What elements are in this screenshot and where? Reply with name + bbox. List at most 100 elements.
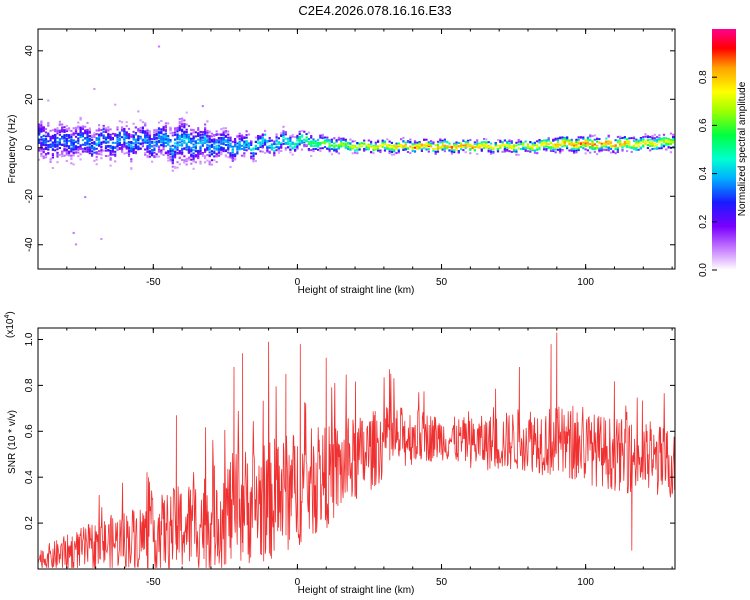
heatmap-cell xyxy=(575,138,578,141)
heatmap-cell xyxy=(70,144,73,147)
heatmap-cell xyxy=(176,148,179,151)
heatmap-cell xyxy=(74,148,78,151)
heatmap-cell xyxy=(72,148,75,151)
heatmap-cell xyxy=(427,142,430,145)
heatmap-cell xyxy=(204,141,207,144)
heatmap-cell xyxy=(446,145,449,148)
heatmap-cell xyxy=(353,151,357,154)
heatmap-cell xyxy=(100,149,103,152)
heatmap-cell xyxy=(139,147,142,150)
heatmap-cell xyxy=(517,153,520,156)
heatmap-cell xyxy=(151,152,154,155)
heatmap-cell xyxy=(277,146,280,149)
heatmap-cell xyxy=(321,133,324,136)
heatmap-cell xyxy=(153,138,156,141)
heatmap-cell xyxy=(614,152,617,155)
heatmap-cell xyxy=(192,152,195,155)
heatmap-cell xyxy=(123,145,126,148)
heatmap-cell xyxy=(330,148,333,150)
heatmap-cell xyxy=(162,138,165,141)
heatmap-cell xyxy=(86,146,89,149)
heatmap-cell xyxy=(229,142,232,145)
heatmap-cell xyxy=(598,138,601,141)
heatmap-cell xyxy=(573,151,576,154)
heatmap-cell xyxy=(132,138,135,141)
heatmap-cell xyxy=(289,137,292,140)
heatmap-cell xyxy=(547,139,550,142)
heatmap-cell xyxy=(70,139,73,142)
heatmap-cell xyxy=(178,138,181,141)
heatmap-cell xyxy=(68,129,71,132)
heatmap-cell xyxy=(563,141,566,144)
heatmap-cell xyxy=(183,155,186,158)
heatmap-cell xyxy=(651,138,654,141)
heatmap-cell xyxy=(61,152,64,155)
heatmap-cell xyxy=(153,151,156,154)
heatmap-cell xyxy=(157,131,161,134)
heatmap-cell xyxy=(127,149,131,152)
heatmap-cell xyxy=(171,155,174,158)
heatmap-cell xyxy=(462,149,465,152)
heatmap-cell xyxy=(231,157,234,160)
heatmap-cell xyxy=(303,138,306,141)
heatmap-cell xyxy=(229,139,232,142)
heatmap-cell xyxy=(499,144,502,147)
heatmap-cell xyxy=(178,151,181,154)
heatmap-cell xyxy=(390,149,393,152)
heatmap-cell xyxy=(160,128,163,131)
heatmap-cell xyxy=(543,148,546,151)
heatmap-cell xyxy=(586,149,589,152)
heatmap-cell xyxy=(190,162,193,165)
heatmap-cell xyxy=(65,140,68,142)
colorbar-tick-label: 0.4 xyxy=(698,166,709,180)
heatmap-cell xyxy=(254,146,257,149)
heatmap-cell xyxy=(123,152,126,155)
heatmap-cell xyxy=(506,140,509,143)
heatmap-cell xyxy=(420,144,423,147)
heatmap-cell xyxy=(280,145,283,148)
heatmap-cell xyxy=(473,143,476,146)
heatmap-cell xyxy=(300,129,304,132)
heatmap-cell xyxy=(125,147,128,150)
heatmap-cell xyxy=(86,133,89,136)
heatmap-cell xyxy=(222,137,225,140)
heatmap-cell xyxy=(63,147,66,150)
heatmap-cell xyxy=(134,132,137,134)
heatmap-cell xyxy=(423,138,426,141)
heatmap-cell xyxy=(607,135,610,138)
heatmap-cell xyxy=(38,133,41,136)
heatmap-cell xyxy=(388,144,391,147)
heatmap-cell xyxy=(164,141,167,144)
heatmap-cell xyxy=(240,147,244,150)
heatmap-cell xyxy=(632,148,636,151)
heatmap-cell xyxy=(672,146,675,148)
heatmap-cell xyxy=(194,155,197,158)
heatmap-cell xyxy=(47,122,50,125)
heatmap-cell xyxy=(51,136,54,139)
heatmap-cell xyxy=(340,142,343,145)
heatmap-cell xyxy=(377,147,380,150)
heatmap-cell xyxy=(335,144,338,147)
heatmap-cell xyxy=(660,143,663,146)
heatmap-cell xyxy=(231,140,234,143)
heatmap-cell xyxy=(289,151,292,154)
heatmap-cell xyxy=(77,121,80,124)
heatmap-cell xyxy=(464,141,467,144)
heatmap-cell xyxy=(47,99,50,102)
heatmap-cell xyxy=(44,143,48,146)
heatmap-cell xyxy=(397,148,400,151)
heatmap-cell xyxy=(167,142,170,145)
heatmap-cell xyxy=(104,149,108,152)
heatmap-cell xyxy=(204,127,207,130)
heatmap-cell xyxy=(88,135,91,138)
heatmap-cell xyxy=(51,153,54,155)
heatmap-cell xyxy=(38,130,41,133)
colorbar-gradient xyxy=(712,29,736,270)
heatmap-cell xyxy=(56,144,59,147)
heatmap-cell xyxy=(533,149,536,152)
heatmap-cell xyxy=(204,123,207,126)
heatmap-cell xyxy=(287,143,290,145)
heatmap-cell xyxy=(616,139,619,142)
heatmap-cell xyxy=(134,145,137,148)
heatmap-cell xyxy=(259,141,262,144)
